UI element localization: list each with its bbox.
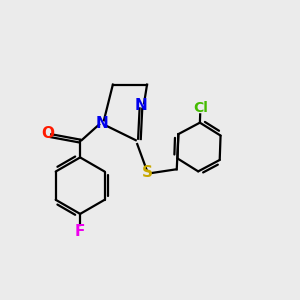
Text: Cl: Cl (193, 101, 208, 116)
Text: O: O (41, 126, 54, 141)
Text: F: F (75, 224, 85, 238)
Text: S: S (142, 165, 152, 180)
Text: N: N (96, 116, 109, 131)
Text: N: N (135, 98, 148, 113)
